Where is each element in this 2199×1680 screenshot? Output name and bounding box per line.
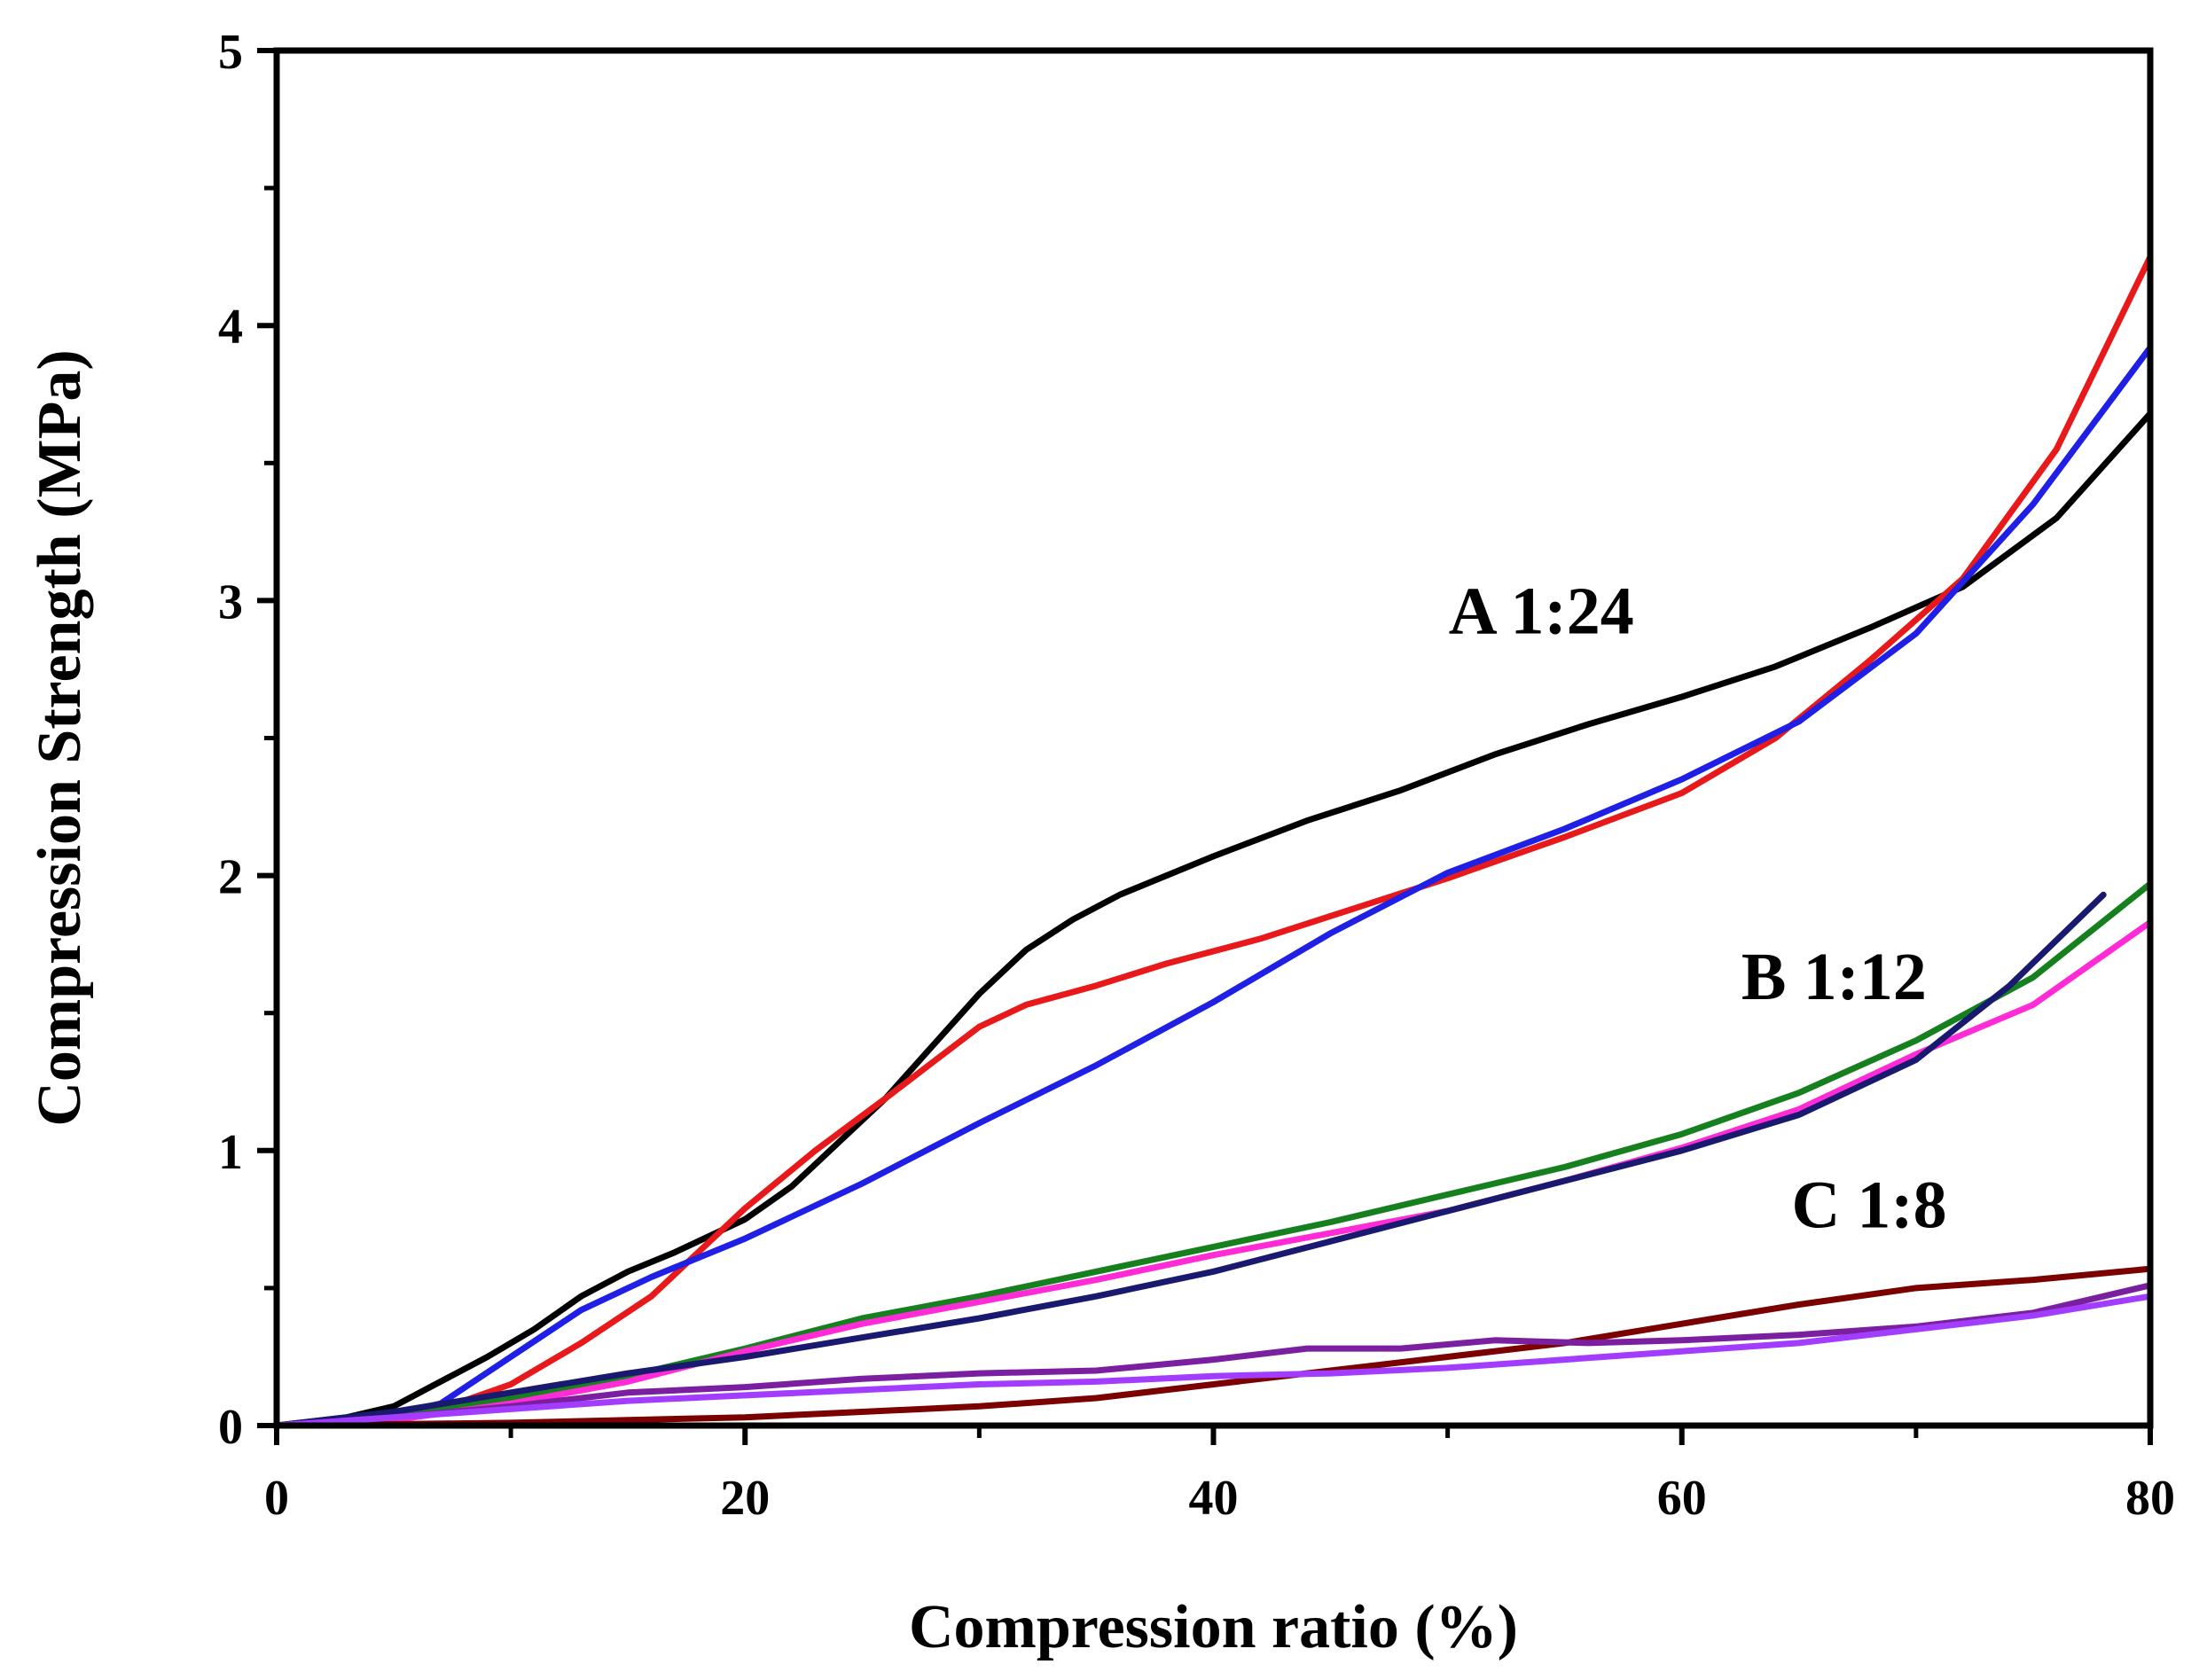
- series-line-b3: [273, 891, 2107, 1429]
- ticks-layer: [257, 48, 2153, 1445]
- x-tick-label: 20: [720, 1471, 770, 1526]
- labels-layer: 0 20 40 60 80 0 1 2 3 4 5: [218, 25, 2175, 1526]
- y-tick-label: 1: [218, 1125, 243, 1180]
- series-line-a1: [273, 410, 2154, 1429]
- series-line-a2: [273, 254, 2154, 1429]
- x-tick-label: 40: [1189, 1471, 1239, 1526]
- group-label-b: B 1:12: [1741, 940, 1927, 1014]
- series-line-c2: [273, 1282, 2154, 1429]
- x-axis-title: Compression ratio (%): [909, 1593, 1518, 1661]
- x-tick-label: 80: [2125, 1471, 2175, 1526]
- y-axis-title: Compression Strength (MPa): [26, 349, 94, 1126]
- series-layer: [273, 254, 2154, 1429]
- x-tick-label: 0: [264, 1471, 289, 1526]
- annotations-layer: A 1:24 B 1:12 C 1:8: [1449, 574, 1947, 1243]
- series-line-c3: [273, 1293, 2154, 1429]
- group-label-c: C 1:8: [1791, 1168, 1946, 1243]
- y-tick-label: 4: [218, 300, 243, 355]
- group-label-a: A 1:24: [1449, 574, 1634, 649]
- series-line-a3: [273, 344, 2154, 1429]
- y-tick-label: 5: [218, 25, 243, 80]
- y-tick-label: 3: [218, 574, 243, 629]
- y-tick-label: 2: [218, 850, 243, 905]
- y-tick-label: 0: [218, 1400, 243, 1455]
- series-line-b1: [273, 880, 2154, 1429]
- x-tick-label: 60: [1657, 1471, 1707, 1526]
- series-line-b2: [273, 918, 2154, 1429]
